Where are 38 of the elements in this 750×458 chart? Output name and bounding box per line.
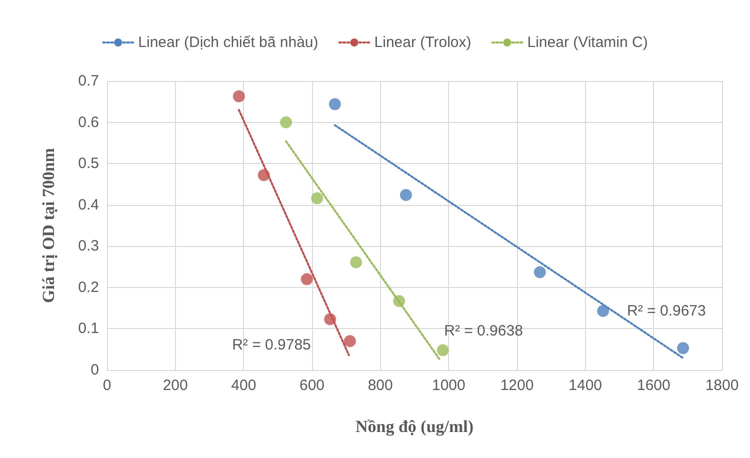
y-tick-label: 0.2: [78, 278, 99, 296]
y-tick-label: 0.7: [78, 72, 99, 90]
x-tick-label: 1400: [568, 377, 602, 394]
annotation: R² = 0.9785: [232, 336, 311, 354]
x-tick-label: 800: [368, 377, 393, 394]
x-tick-label: 1200: [500, 377, 534, 394]
y-tick-label: 0.6: [78, 114, 99, 131]
point: [677, 342, 690, 354]
legend-label: Linear (Dịch chiết bã nhàu): [138, 34, 318, 51]
point: [311, 192, 324, 204]
point: [597, 304, 610, 317]
point: [328, 98, 341, 110]
legend-label: Linear (Trolox): [374, 34, 472, 51]
point: [280, 116, 292, 128]
x-tick-label: 1600: [636, 377, 670, 394]
y-axis-title: Giá trị OD tại 700nm: [39, 148, 58, 303]
y-tick-label: 0.3: [78, 238, 99, 255]
x-tick-label: 400: [231, 377, 256, 394]
x-tick-label: 200: [162, 377, 188, 394]
point: [344, 335, 356, 348]
x-tick-label: 1000: [432, 377, 466, 394]
x-tick-label: 0: [102, 377, 112, 394]
point: [232, 90, 245, 102]
annotation: R² = 0.9673: [627, 302, 706, 320]
point: [400, 188, 412, 201]
point: [300, 273, 313, 286]
y-tick-label: 0.5: [78, 155, 99, 172]
y-tick-label: 0.4: [78, 196, 99, 214]
y-tick-label: 0.1: [78, 320, 99, 338]
point: [350, 256, 362, 268]
y-tick-label: 0: [90, 362, 99, 378]
x-tick-label: 600: [299, 377, 325, 394]
x-tick-label: 1800: [705, 377, 739, 394]
annotation: R² = 0.9638: [444, 322, 523, 340]
point: [534, 266, 546, 278]
point: [436, 344, 449, 356]
x-axis-title: Nồng độ (ug/ml): [355, 417, 474, 436]
legend-label: Linear (Vitamin C): [527, 34, 648, 51]
